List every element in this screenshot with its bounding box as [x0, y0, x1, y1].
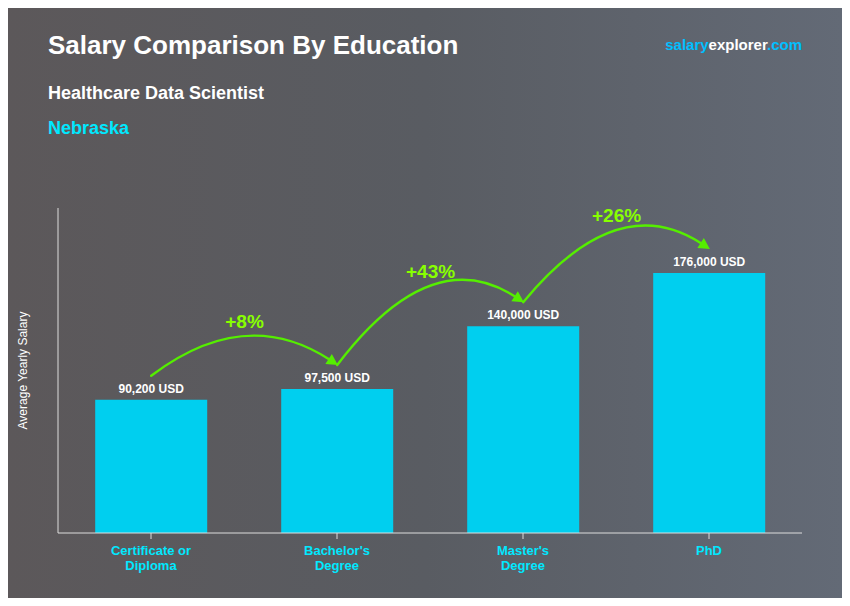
html-text:Healthcare Data Scientist: Healthcare Data Scientist — [48, 83, 265, 103]
svg-text:97,500 USD: 97,500 USD — [305, 371, 371, 385]
svg-text:176,000 USD: 176,000 USD — [673, 255, 745, 269]
svg-text:140,000 USD: 140,000 USD — [487, 308, 559, 322]
svg-text:Certificate orDiploma: Certificate orDiploma — [111, 543, 191, 573]
html-text:Nebraska: Nebraska — [48, 118, 130, 138]
svg-text:+26%: +26% — [592, 205, 641, 226]
html-text:salary explorer.com: salary explorer.com — [665, 36, 802, 53]
svg-text:PhD: PhD — [696, 543, 722, 558]
html-text:Salary Comparison By Education: Salary Comparison By Education — [48, 30, 459, 60]
svg-text:Master'sDegree: Master'sDegree — [497, 543, 549, 573]
svg-text:+8%: +8% — [225, 311, 264, 332]
svg-text:Average Yearly Salary: Average Yearly Salary — [16, 312, 30, 430]
svg-text:90,200 USD: 90,200 USD — [119, 382, 185, 396]
svg-text:Bachelor'sDegree: Bachelor'sDegree — [304, 543, 370, 573]
svg-text:+43%: +43% — [406, 261, 455, 282]
